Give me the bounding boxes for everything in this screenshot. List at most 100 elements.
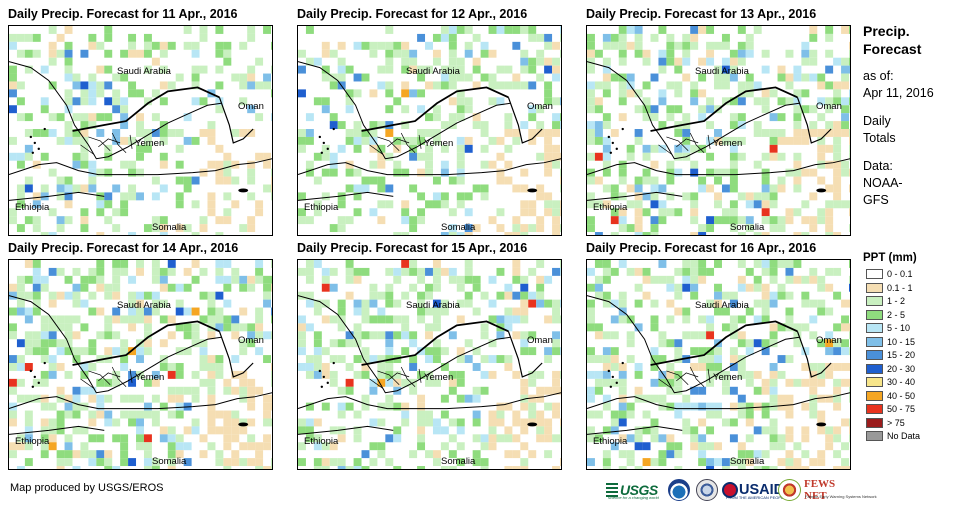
data-source-line2: NOAA- bbox=[863, 176, 903, 190]
somalia-label: Somalia bbox=[441, 456, 476, 467]
legend-label: 5 - 10 bbox=[887, 323, 911, 333]
country-borders bbox=[587, 295, 850, 435]
map-credit: Map produced by USGS/EROS bbox=[10, 482, 164, 494]
precip-cells bbox=[9, 26, 272, 235]
legend-swatch bbox=[866, 296, 883, 306]
ethiopia-label: Ethiopia bbox=[304, 436, 339, 447]
saudi-arabia-label: Saudi Arabia bbox=[695, 66, 749, 77]
yemen-label: Yemen bbox=[135, 138, 165, 149]
legend-info: Precip. Forecast as of: Apr 11, 2016 Dai… bbox=[863, 22, 967, 209]
usgs-logo: USGS science for a changing world bbox=[606, 478, 659, 502]
daily-label-line2: Totals bbox=[863, 131, 896, 145]
legend-label: 0 - 0.1 bbox=[887, 269, 913, 279]
country-borders bbox=[9, 61, 272, 201]
usgs-tagline: science for a changing world bbox=[608, 495, 659, 500]
somalia-label: Somalia bbox=[730, 456, 765, 467]
legend-swatch bbox=[866, 377, 883, 387]
legend-swatch bbox=[866, 363, 883, 374]
as-of-label: as of: bbox=[863, 69, 894, 83]
panel-title: Daily Precip. Forecast for 11 Apr., 2016 bbox=[8, 7, 238, 21]
oman-label: Oman bbox=[238, 101, 264, 112]
precip-map: Saudi Arabia Oman Yemen Ethiopia Somalia bbox=[297, 259, 562, 470]
as-of-date: Apr 11, 2016 bbox=[863, 86, 934, 100]
country-borders bbox=[587, 61, 850, 201]
partner-logos: USGS science for a changing world USAID … bbox=[606, 478, 877, 502]
legend-label: 10 - 15 bbox=[887, 336, 916, 347]
country-borders bbox=[298, 61, 561, 201]
panel-title: Daily Precip. Forecast for 16 Apr., 2016 bbox=[586, 241, 817, 255]
legend-label: 50 - 75 bbox=[887, 404, 916, 414]
fews-net-logo: FEWS NET Famine Early Warning Systems Ne… bbox=[778, 478, 877, 502]
legend-title-line1: Precip. bbox=[863, 23, 910, 39]
legend-swatch bbox=[866, 309, 883, 320]
oman-label: Oman bbox=[238, 335, 264, 346]
fews-tagline: Famine Early Warning Systems Network bbox=[805, 494, 877, 499]
usaid-tagline: FROM THE AMERICAN PEOPLE bbox=[726, 495, 786, 500]
somalia-label: Somalia bbox=[152, 456, 187, 467]
panel-title: Daily Precip. Forecast for 13 Apr., 2016 bbox=[586, 7, 817, 21]
yemen-label: Yemen bbox=[424, 372, 454, 383]
legend-label: 15 - 20 bbox=[887, 350, 916, 360]
legend-label: 2 - 5 bbox=[887, 309, 906, 320]
usaid-mark-icon bbox=[722, 482, 738, 498]
precip-map: Saudi Arabia Oman Yemen Ethiopia Somalia bbox=[586, 25, 851, 236]
fews-globe-icon bbox=[778, 479, 801, 501]
fews-text: FEWS NET bbox=[804, 478, 836, 502]
yemen-label: Yemen bbox=[135, 372, 165, 383]
daily-label-line1: Daily bbox=[863, 114, 891, 128]
saudi-arabia-label: Saudi Arabia bbox=[117, 300, 171, 311]
map-panel-apr-15: Daily Precip. Forecast for 15 Apr., 2016… bbox=[297, 241, 567, 473]
precip-map: Saudi Arabia Oman Yemen Ethiopia Somalia bbox=[586, 259, 851, 470]
usaid-text: USAID bbox=[739, 482, 785, 498]
yemen-label: Yemen bbox=[713, 372, 743, 383]
map-panel-apr-13: Daily Precip. Forecast for 13 Apr., 2016… bbox=[586, 7, 856, 239]
usgs-text: USGS bbox=[620, 482, 658, 498]
precip-cells bbox=[9, 260, 272, 469]
usaid-logo: USAID FROM THE AMERICAN PEOPLE bbox=[722, 478, 786, 502]
state-dept-seal-icon bbox=[696, 479, 718, 501]
ethiopia-label: Ethiopia bbox=[15, 436, 50, 447]
precip-map: Saudi Arabia Oman Yemen Ethiopia Somalia bbox=[297, 25, 562, 236]
precip-cells bbox=[298, 26, 561, 235]
ethiopia-label: Ethiopia bbox=[593, 436, 628, 447]
oman-label: Oman bbox=[527, 335, 553, 346]
legend-label: > 75 bbox=[887, 417, 905, 428]
precip-map: Saudi Arabia Oman Yemen Ethiopia Somalia bbox=[8, 259, 273, 470]
legend-label: No Data bbox=[887, 431, 921, 441]
legend-swatch bbox=[866, 282, 883, 293]
somalia-label: Somalia bbox=[152, 222, 187, 233]
legend-label: 0.1 - 1 bbox=[887, 282, 913, 293]
map-panel-apr-12: Daily Precip. Forecast for 12 Apr., 2016… bbox=[297, 7, 567, 239]
country-borders bbox=[9, 295, 272, 435]
somalia-label: Somalia bbox=[730, 222, 765, 233]
ppt-legend-title: PPT (mm) bbox=[863, 252, 917, 264]
legend-swatch bbox=[866, 323, 883, 333]
legend-swatch bbox=[866, 336, 883, 347]
noaa-logo-icon bbox=[668, 479, 690, 501]
saudi-arabia-label: Saudi Arabia bbox=[406, 300, 460, 311]
saudi-arabia-label: Saudi Arabia bbox=[695, 300, 749, 311]
yemen-label: Yemen bbox=[713, 138, 743, 149]
legend-title-line2: Forecast bbox=[863, 41, 922, 57]
legend-swatch bbox=[866, 404, 883, 414]
precip-map: Saudi Arabia Oman Yemen Ethiopia Somalia bbox=[8, 25, 273, 236]
panel-title: Daily Precip. Forecast for 14 Apr., 2016 bbox=[8, 241, 239, 255]
data-source-line3: GFS bbox=[863, 193, 889, 207]
legend-swatch bbox=[866, 417, 883, 428]
panel-title: Daily Precip. Forecast for 15 Apr., 2016 bbox=[297, 241, 528, 255]
map-panel-apr-16: Daily Precip. Forecast for 16 Apr., 2016… bbox=[586, 241, 856, 473]
legend-label: 40 - 50 bbox=[887, 390, 916, 401]
panel-title: Daily Precip. Forecast for 12 Apr., 2016 bbox=[297, 7, 528, 21]
oman-label: Oman bbox=[816, 335, 842, 346]
legend-label: 20 - 30 bbox=[887, 363, 916, 374]
ethiopia-label: Ethiopia bbox=[593, 202, 628, 213]
legend-swatch bbox=[866, 350, 883, 360]
oman-label: Oman bbox=[527, 101, 553, 112]
precip-cells bbox=[587, 26, 850, 235]
ethiopia-label: Ethiopia bbox=[15, 202, 50, 213]
legend-label: 30 - 40 bbox=[887, 377, 916, 387]
somalia-label: Somalia bbox=[441, 222, 476, 233]
ethiopia-label: Ethiopia bbox=[304, 202, 339, 213]
legend-label: 1 - 2 bbox=[887, 296, 906, 306]
oman-label: Oman bbox=[816, 101, 842, 112]
